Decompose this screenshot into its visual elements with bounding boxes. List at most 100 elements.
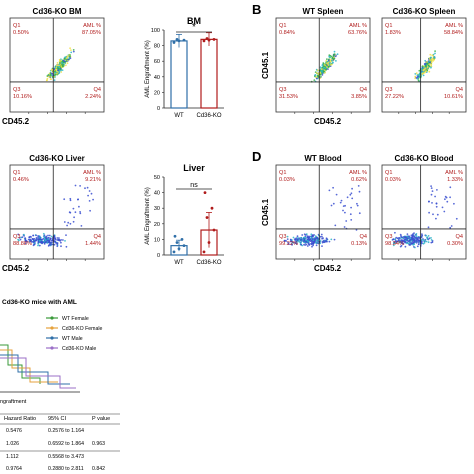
flow-dot — [57, 69, 59, 72]
y-tick-label: 100 — [151, 28, 160, 34]
flow-dot — [427, 64, 430, 67]
flow-plot-title: Cd36-KO Liver — [29, 154, 85, 163]
flow-dot — [430, 66, 432, 69]
flow-dot — [288, 243, 290, 246]
flow-dot — [32, 241, 35, 243]
aml-label: AML % — [445, 23, 463, 29]
flow-dot — [300, 239, 302, 241]
flow-dot — [324, 67, 326, 69]
flow-dot — [406, 242, 408, 245]
flow-dot — [424, 59, 427, 62]
flow-dot — [345, 220, 348, 222]
flow-plot-ylabel: CD45.1 — [261, 198, 270, 226]
data-point — [202, 39, 206, 43]
q4-label: Q4 — [94, 87, 101, 93]
flow-dot — [72, 49, 75, 51]
flow-plot-xlabel: CD45.2 — [2, 264, 30, 273]
flow-dot — [291, 242, 294, 244]
table-header: Hazard Ratio — [4, 416, 36, 422]
q4-value: 0.30% — [447, 241, 463, 247]
flow-dot — [343, 226, 346, 228]
flow-dot — [443, 210, 446, 213]
flow-dot — [47, 74, 50, 76]
flow-dot — [350, 192, 353, 195]
flow-dot — [434, 52, 436, 55]
flow-dot — [394, 238, 396, 241]
flow-dot — [49, 237, 52, 240]
flow-dot — [313, 240, 316, 243]
flow-dot — [431, 190, 434, 193]
flow-dot — [328, 59, 330, 62]
flow-dot — [428, 237, 431, 240]
flow-dot — [286, 238, 289, 241]
flow-dot — [417, 241, 420, 244]
flow-dot — [401, 236, 404, 239]
flow-dot — [421, 65, 424, 68]
flow-dot — [56, 64, 58, 67]
x-tick-label: Cd36-KO — [196, 113, 221, 119]
aml-value: 58.84% — [444, 30, 463, 36]
flow-dot — [310, 242, 312, 245]
flow-dot — [430, 237, 432, 239]
flow-dot — [414, 77, 417, 80]
flow-dot — [45, 237, 47, 239]
flow-dot — [48, 241, 50, 243]
flow-dot — [328, 189, 331, 192]
flow-dot — [412, 234, 415, 237]
data-point — [177, 39, 181, 43]
flow-dot — [303, 238, 306, 241]
data-point — [175, 37, 179, 41]
data-point — [180, 238, 184, 241]
flow-dot — [298, 239, 300, 242]
flow-dot — [397, 237, 400, 240]
q1-label: Q1 — [13, 170, 20, 176]
flow-dot — [32, 238, 35, 241]
flow-dot — [351, 187, 353, 190]
flow-dot — [69, 222, 72, 225]
flow-dot — [18, 239, 20, 242]
flow-dot — [428, 211, 430, 214]
flow-dot — [303, 233, 306, 236]
flow-dot — [430, 193, 433, 196]
flow-dot — [320, 71, 323, 73]
flow-dot — [38, 244, 41, 247]
flow-dot — [421, 240, 423, 243]
panel-letter-d: D — [252, 149, 261, 164]
flow-dot — [328, 65, 330, 68]
flow-dot — [414, 73, 417, 75]
flow-dot — [90, 192, 93, 195]
flow-dot — [316, 236, 319, 239]
flow-dot — [41, 242, 43, 245]
flow-dot — [59, 62, 61, 64]
flow-dot — [306, 235, 309, 238]
flow-dot — [66, 224, 68, 227]
flow-dot — [421, 69, 423, 71]
flow-dot — [427, 235, 430, 237]
legend-marker — [50, 326, 54, 330]
legend-label: WT Female — [62, 316, 89, 322]
flow-dot — [321, 64, 324, 66]
flow-dot — [434, 195, 436, 198]
flow-dot — [53, 76, 55, 78]
table-cell: 0.5568 to 3.473 — [48, 454, 84, 460]
flow-dot — [330, 204, 333, 207]
flow-dot — [417, 79, 420, 82]
flow-dot — [307, 242, 310, 245]
flow-dot — [425, 240, 428, 243]
flow-dot — [69, 57, 72, 59]
flow-dot — [79, 212, 82, 215]
flow-dot — [324, 241, 327, 243]
table-cell: 0.2880 to 2.811 — [48, 466, 84, 472]
q4-value: 0.13% — [351, 241, 367, 247]
flow-dot — [45, 235, 48, 238]
flow-dot — [449, 196, 451, 199]
flow-dot — [312, 244, 314, 247]
data-point — [177, 247, 181, 251]
flow-dot — [86, 186, 89, 189]
flow-dot — [67, 58, 70, 61]
flow-dot — [426, 61, 428, 63]
flow-dot — [358, 212, 361, 215]
q4-label: Q4 — [360, 234, 367, 240]
